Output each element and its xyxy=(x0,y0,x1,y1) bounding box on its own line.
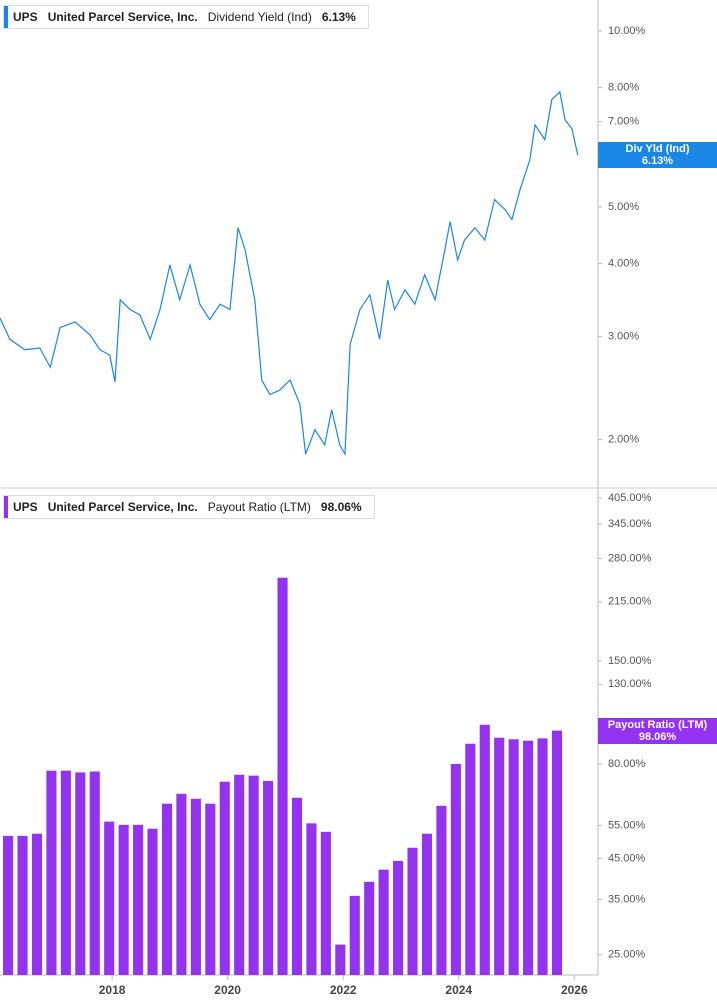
bar xyxy=(17,835,28,975)
bar xyxy=(508,739,519,975)
bar xyxy=(320,831,331,975)
bar xyxy=(479,724,490,975)
value-flag: Div Yld (Ind) 6.13% xyxy=(598,142,717,169)
bar xyxy=(205,803,216,975)
bar xyxy=(494,737,505,975)
bar xyxy=(277,577,288,975)
y-tick-label: 5.00% xyxy=(608,201,639,213)
y-tick-label: 7.00% xyxy=(608,116,639,128)
bar xyxy=(133,824,144,975)
x-tick-label: 2022 xyxy=(330,983,357,997)
y-tick-label: 3.00% xyxy=(608,331,639,343)
bar xyxy=(248,775,259,975)
y-tick-label: 130.00% xyxy=(608,678,652,690)
flag-value: 6.13% xyxy=(641,155,674,168)
company: United Parcel Service, Inc. xyxy=(47,10,198,24)
series-name: Dividend Yield (Ind) xyxy=(207,10,312,24)
bar xyxy=(378,869,389,975)
y-tick-label: 55.00% xyxy=(608,819,646,831)
y-tick-label: 25.00% xyxy=(608,949,646,961)
bar xyxy=(436,805,447,975)
bar xyxy=(161,803,173,975)
y-tick-label: 10.00% xyxy=(608,25,646,37)
bar xyxy=(335,944,346,975)
x-tick-label: 2024 xyxy=(445,983,472,997)
bar xyxy=(263,781,274,975)
legend-value: 98.06% xyxy=(320,500,362,514)
company: United Parcel Service, Inc. xyxy=(47,500,198,514)
bar xyxy=(147,828,158,975)
flag-value: 98.06% xyxy=(638,730,677,743)
y-tick-label: 280.00% xyxy=(608,552,652,564)
flag-name: Payout Ratio (LTM) xyxy=(607,718,708,731)
value-flag: Payout Ratio (LTM) 98.06% xyxy=(598,717,717,744)
bar xyxy=(306,823,317,975)
bar xyxy=(407,847,418,975)
bar xyxy=(118,824,129,975)
bar xyxy=(219,781,230,975)
x-tick-label: 2018 xyxy=(99,983,126,997)
y-tick-label: 2.00% xyxy=(608,434,639,446)
y-tick-label: 345.00% xyxy=(608,518,652,530)
bar xyxy=(104,821,115,975)
y-tick-label: 405.00% xyxy=(608,492,652,504)
bar xyxy=(465,743,476,975)
x-tick-label: 2026 xyxy=(561,983,588,997)
ticker: UPS xyxy=(13,500,38,514)
bar xyxy=(523,740,534,975)
bar xyxy=(537,738,548,975)
y-tick-label: 4.00% xyxy=(608,258,639,270)
legend-color xyxy=(4,6,8,28)
y-tick-label: 215.00% xyxy=(608,596,652,608)
bar xyxy=(46,770,57,975)
x-tick-label: 2020 xyxy=(214,983,241,997)
y-tick-label: 150.00% xyxy=(608,655,652,667)
y-tick-label: 80.00% xyxy=(608,758,646,770)
bar xyxy=(421,833,433,975)
y-tick-label: 35.00% xyxy=(608,893,646,905)
ticker: UPS xyxy=(13,10,38,24)
series-name: Payout Ratio (LTM) xyxy=(207,500,311,514)
legend-color xyxy=(4,496,8,518)
bar xyxy=(31,833,43,975)
line xyxy=(0,90,579,457)
bar xyxy=(190,798,201,975)
bar xyxy=(60,770,71,975)
y-tick-label: 45.00% xyxy=(608,852,646,864)
y-tick-label: 8.00% xyxy=(608,82,639,94)
bar xyxy=(291,797,303,975)
legend-value: 6.13% xyxy=(321,10,356,24)
bar xyxy=(450,763,461,975)
bar xyxy=(234,774,245,975)
legend: UPS United Parcel Service, Inc. Payout Rat… xyxy=(3,495,375,519)
bar xyxy=(89,771,100,975)
bar xyxy=(176,793,187,975)
legend: UPS United Parcel Service, Inc. Dividend Y… xyxy=(3,5,369,29)
bar xyxy=(75,772,86,975)
bar xyxy=(3,835,14,975)
bar xyxy=(393,860,404,975)
flag-name: Div Yld (Ind) xyxy=(625,143,690,156)
bar xyxy=(364,881,375,975)
bar xyxy=(349,895,360,975)
bar xyxy=(551,730,563,975)
